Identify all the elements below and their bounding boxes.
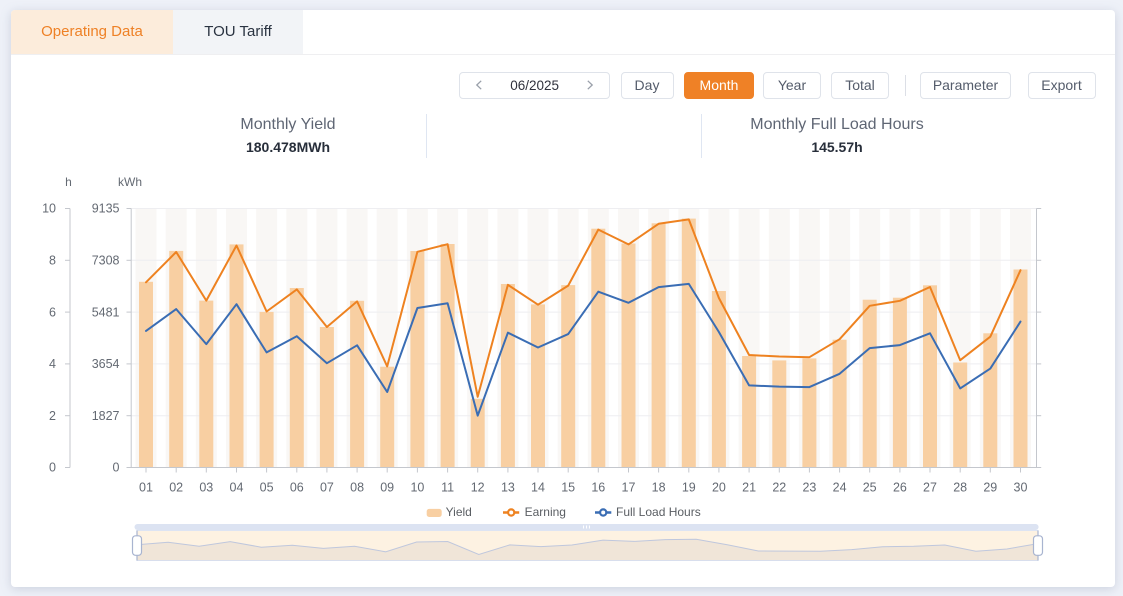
svg-text:19: 19 <box>682 481 696 495</box>
svg-text:h: h <box>65 175 72 189</box>
svg-text:30: 30 <box>1014 481 1028 495</box>
svg-text:24: 24 <box>833 481 847 495</box>
svg-text:Full Load Hours: Full Load Hours <box>616 505 701 519</box>
svg-text:15: 15 <box>561 481 575 495</box>
svg-text:23: 23 <box>802 481 816 495</box>
svg-text:06: 06 <box>290 481 304 495</box>
svg-text:1827: 1827 <box>92 409 120 423</box>
svg-text:16: 16 <box>591 481 605 495</box>
svg-text:9135: 9135 <box>92 202 120 216</box>
svg-text:05: 05 <box>260 481 274 495</box>
svg-text:02: 02 <box>169 481 183 495</box>
svg-text:17: 17 <box>622 481 636 495</box>
svg-text:25: 25 <box>863 481 877 495</box>
svg-text:08: 08 <box>350 481 364 495</box>
svg-text:14: 14 <box>531 481 545 495</box>
svg-text:29: 29 <box>983 481 997 495</box>
svg-text:7308: 7308 <box>92 254 120 268</box>
svg-text:3654: 3654 <box>92 357 120 371</box>
svg-text:11: 11 <box>441 481 454 495</box>
svg-text:01: 01 <box>139 481 153 495</box>
svg-text:22: 22 <box>772 481 786 495</box>
svg-text:03: 03 <box>199 481 213 495</box>
svg-text:2: 2 <box>49 409 56 423</box>
svg-text:28: 28 <box>953 481 967 495</box>
svg-text:04: 04 <box>230 481 244 495</box>
svg-text:4: 4 <box>49 357 56 371</box>
svg-text:10: 10 <box>42 202 56 216</box>
svg-text:21: 21 <box>742 481 756 495</box>
svg-text:26: 26 <box>893 481 907 495</box>
svg-text:27: 27 <box>923 481 937 495</box>
svg-text:Yield: Yield <box>446 505 472 519</box>
svg-text:Earning: Earning <box>525 505 566 519</box>
svg-text:10: 10 <box>410 481 424 495</box>
svg-text:12: 12 <box>471 481 485 495</box>
svg-text:0: 0 <box>49 461 56 475</box>
svg-text:8: 8 <box>49 254 56 268</box>
svg-text:6: 6 <box>49 305 56 319</box>
svg-text:09: 09 <box>380 481 394 495</box>
svg-text:20: 20 <box>712 481 726 495</box>
svg-text:kWh: kWh <box>118 175 142 189</box>
svg-text:5481: 5481 <box>92 305 120 319</box>
svg-text:0: 0 <box>113 461 120 475</box>
svg-text:18: 18 <box>652 481 666 495</box>
svg-text:07: 07 <box>320 481 334 495</box>
svg-text:13: 13 <box>501 481 515 495</box>
